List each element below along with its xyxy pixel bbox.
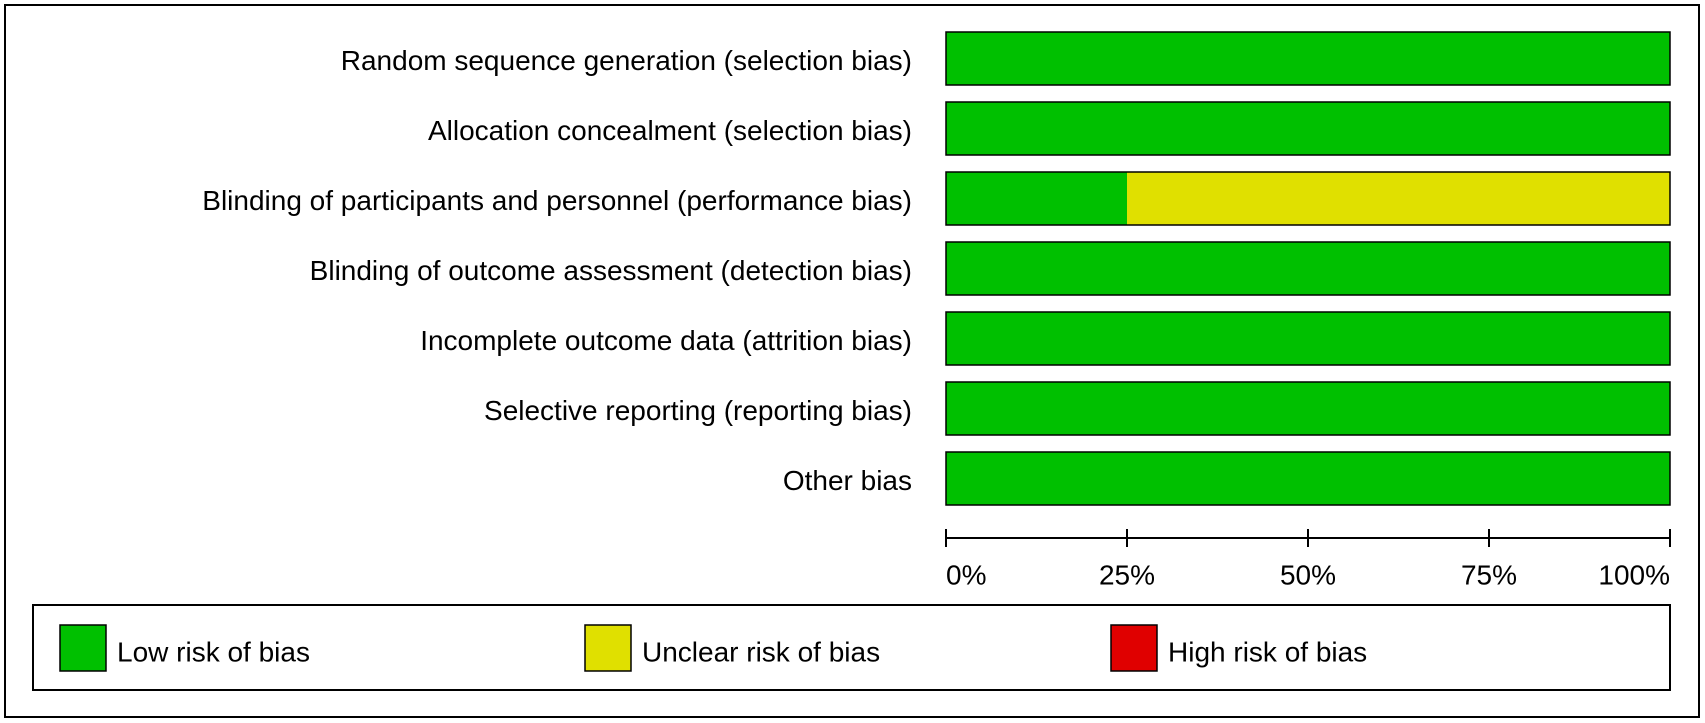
- category-label: Random sequence generation (selection bi…: [341, 45, 912, 76]
- category-label: Incomplete outcome data (attrition bias): [420, 325, 912, 356]
- category-label: Blinding of outcome assessment (detectio…: [310, 255, 912, 286]
- bar-segment: [946, 172, 1127, 225]
- legend-label: Low risk of bias: [117, 636, 310, 667]
- x-tick-label: 0%: [946, 559, 986, 590]
- x-tick-label: 25%: [1099, 559, 1155, 590]
- bar-segment: [946, 242, 1670, 295]
- x-tick-label: 50%: [1280, 559, 1336, 590]
- bar-outline: [945, 451, 1671, 506]
- bar-outline: [945, 311, 1671, 366]
- category-label: Blinding of participants and personnel (…: [202, 185, 912, 216]
- legend-swatch: [584, 624, 632, 672]
- bar-segment: [946, 32, 1670, 85]
- legend-label: Unclear risk of bias: [642, 636, 880, 667]
- bar-outline: [945, 101, 1671, 156]
- legend-swatch: [59, 624, 107, 672]
- legend-box: [32, 604, 1671, 691]
- legend-label: High risk of bias: [1168, 636, 1367, 667]
- bar-segment: [946, 102, 1670, 155]
- bar-outline: [945, 241, 1671, 296]
- bar-segment: [1127, 172, 1670, 225]
- category-label: Selective reporting (reporting bias): [484, 395, 912, 426]
- x-tick-label: 75%: [1461, 559, 1517, 590]
- category-label: Other bias: [783, 465, 912, 496]
- bar-outline: [945, 31, 1671, 86]
- bar-segment: [946, 312, 1670, 365]
- bar-outline: [945, 381, 1671, 436]
- bar-segment: [946, 382, 1670, 435]
- x-tick-label: 100%: [1598, 559, 1670, 590]
- bar-outline: [945, 171, 1671, 226]
- category-label: Allocation concealment (selection bias): [428, 115, 912, 146]
- bar-segment: [946, 452, 1670, 505]
- legend-swatch: [1110, 624, 1158, 672]
